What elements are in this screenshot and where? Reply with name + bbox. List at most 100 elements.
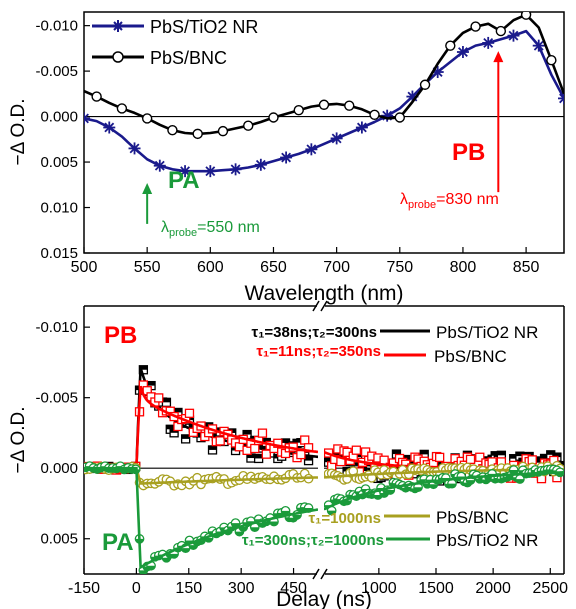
circle-marker <box>116 103 128 114</box>
top-pb-label: PB <box>452 139 485 166</box>
fit-line <box>84 466 318 570</box>
circle-marker <box>445 40 456 51</box>
top-x-axis-label: Wavelength (nm) <box>244 282 403 305</box>
top-y-tick-label: 0.010 <box>40 200 78 217</box>
square-marker-fill <box>162 398 171 403</box>
bottom-x-tick-label: -150 <box>68 580 100 597</box>
bottom-y-axis-label: −Δ O.D. <box>8 406 29 473</box>
circle-marker-fill <box>162 557 171 562</box>
top-y-tick-label: -0.010 <box>35 18 78 35</box>
asterisk-marker <box>305 143 318 156</box>
top-x-tick-label: 750 <box>386 259 413 276</box>
top-plot-frame <box>83 11 565 254</box>
bottom-x-ticks: -150 0 150 300 450 1000 1500 2000 2500 <box>68 568 568 597</box>
fit-label-bnc-pa: τ₁=1000ns <box>308 510 381 527</box>
circle-marker <box>546 55 557 66</box>
bottom-x-axis-label: Delay (ns) <box>276 588 372 609</box>
top-lambda-550-label: λprobe=550 nm <box>161 219 260 239</box>
square-marker <box>261 449 271 459</box>
bottom-x-tick-label: 0 <box>132 580 141 597</box>
square-marker <box>257 428 268 438</box>
top-legend: PbS/TiO2 NR PbS/BNC <box>92 17 258 68</box>
bottom-pb-label: PB <box>104 322 137 349</box>
top-x-tick-label: 500 <box>71 259 98 276</box>
asterisk-marker <box>355 121 368 134</box>
bottom-y-ticks: -0.010 -0.005 0.000 0.005 <box>35 319 90 548</box>
square-marker <box>300 435 310 445</box>
circle-marker-fill <box>189 545 198 550</box>
top-x-tick-label: 550 <box>134 259 161 276</box>
bottom-pa-label: PA <box>102 529 134 556</box>
fit-label-bnc-pb: τ₁=11ns;τ₂=350ns <box>256 343 381 360</box>
legend-circle-icon <box>112 51 124 63</box>
square-marker-fill <box>246 454 255 459</box>
square-marker-fill <box>355 453 364 458</box>
axis-break-bottom <box>312 568 328 580</box>
square-marker <box>215 436 225 446</box>
square-marker-fill <box>254 454 263 459</box>
asterisk-marker <box>103 121 116 134</box>
circle-marker-fill <box>181 548 190 553</box>
top-x-tick-label: 800 <box>450 259 477 276</box>
square-marker <box>351 445 361 455</box>
square-marker-fill <box>166 425 175 430</box>
circle-marker-fill <box>139 570 148 574</box>
asterisk-marker <box>254 158 267 171</box>
circle-marker-fill <box>146 565 156 570</box>
circle-marker <box>520 12 532 20</box>
fit-line <box>324 470 564 511</box>
circle-marker <box>243 120 254 131</box>
bottom-x-tick-label: 1000 <box>361 580 397 597</box>
top-x-tick-label: 850 <box>513 259 540 276</box>
square-marker-fill <box>243 430 252 435</box>
asterisk-marker <box>204 165 217 178</box>
circle-marker-fill <box>515 479 525 484</box>
asterisk-marker <box>128 142 141 155</box>
square-marker-fill <box>392 450 401 455</box>
asterisk-marker <box>532 39 545 52</box>
legend-label-tio2-pa: PbS/TiO2 NR <box>436 531 538 550</box>
square-marker <box>475 452 485 462</box>
square-marker <box>273 438 283 448</box>
circle-marker <box>470 21 481 32</box>
circle-marker-fill <box>447 483 457 488</box>
bottom-series-right <box>324 444 564 516</box>
square-marker-fill <box>324 458 333 463</box>
top-x-ticks: 500 550 600 650 700 750 800 850 <box>71 247 540 276</box>
circle-marker-fill <box>429 484 438 489</box>
circle-marker-fill <box>327 510 336 515</box>
circle-marker-fill <box>235 531 244 536</box>
arrow-head <box>142 182 153 194</box>
bottom-chart: -150 0 150 300 450 1000 1500 2000 2500 -0.010-0.… <box>8 300 568 609</box>
square-marker-fill <box>147 381 156 386</box>
square-marker-fill <box>552 453 561 458</box>
circle-marker-fill <box>239 527 248 532</box>
square-marker-fill <box>534 458 543 463</box>
top-y-tick-label: 0.015 <box>40 245 78 262</box>
top-y-axis-label: −Δ O.D. <box>8 98 29 165</box>
top-pa-label: PA <box>168 167 200 194</box>
top-y-tick-label: 0.000 <box>40 109 78 126</box>
circle-marker-fill <box>373 495 383 500</box>
bottom-y-tick-label: 0.000 <box>40 460 78 477</box>
square-marker <box>184 408 195 418</box>
square-marker-fill <box>281 438 290 443</box>
circle-marker <box>141 113 153 124</box>
asterisk-marker <box>280 151 293 164</box>
asterisk-marker <box>558 92 564 105</box>
circle-marker <box>369 109 380 120</box>
top-x-tick-label: 700 <box>323 259 350 276</box>
square-marker <box>435 452 445 463</box>
square-marker-fill <box>509 454 518 459</box>
asterisk-marker <box>179 165 192 178</box>
circle-marker <box>217 125 229 137</box>
top-series <box>84 12 564 178</box>
circle-marker <box>344 100 355 111</box>
bottom-x-tick-label: 2500 <box>532 580 568 597</box>
bottom-x-tick-label: 450 <box>280 580 307 597</box>
square-marker <box>250 443 260 454</box>
top-arrows <box>142 51 504 224</box>
asterisk-marker <box>229 163 242 176</box>
axis-break-top <box>312 300 328 312</box>
